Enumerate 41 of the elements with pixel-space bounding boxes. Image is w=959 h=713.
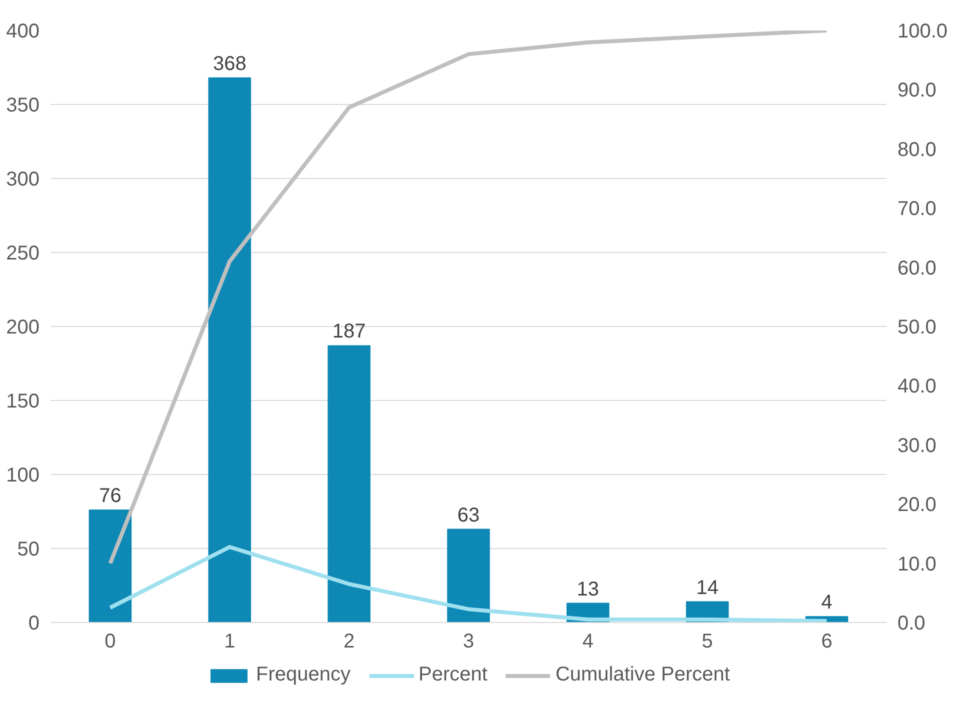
data-label: 76 [99, 485, 122, 508]
y-tick-label: 350 [6, 94, 40, 116]
legend-label: Frequency [256, 664, 351, 686]
x-tick-label: 3 [462, 630, 474, 652]
bar [328, 345, 370, 622]
y-tick-label: 0 [28, 612, 40, 634]
legend-label: Cumulative Percent [555, 664, 730, 686]
y2-tick-label: 80.0 [898, 138, 936, 161]
x-tick-label: 0 [104, 630, 116, 652]
bar [88, 510, 132, 622]
y-tick-label: 100 [6, 464, 40, 486]
x-tick-label: 2 [344, 630, 355, 652]
x-tick-label: 5 [702, 630, 713, 652]
y2-tick-label: 50.0 [898, 316, 936, 338]
data-label: 368 [212, 52, 246, 75]
y-tick-label: 150 [6, 390, 40, 412]
y2-tick-label: 0.0 [898, 612, 926, 634]
y2-tick-label: 30.0 [898, 434, 936, 457]
x-tick-label: 6 [821, 630, 832, 652]
x-tick-label: 4 [582, 630, 594, 652]
y-tick-label: 400 [6, 20, 40, 42]
y2-tick-label: 100.0 [898, 20, 948, 42]
bar [208, 77, 252, 622]
y2-tick-label: 20.0 [898, 494, 936, 516]
data-label: 187 [332, 320, 366, 343]
x-tick-label: 1 [224, 630, 236, 652]
y2-tick-label: 70.0 [898, 198, 936, 220]
y2-tick-label: 90.0 [898, 80, 936, 102]
data-label: 13 [576, 578, 600, 600]
y2-tick-label: 40.0 [898, 376, 936, 398]
data-label: 14 [696, 576, 718, 599]
y-tick-label: 250 [6, 242, 40, 264]
y-tick-label: 50 [17, 538, 40, 560]
legend-label: Percent [418, 664, 488, 686]
data-label: 63 [457, 504, 480, 526]
y-tick-label: 200 [6, 316, 40, 338]
y-tick-label: 300 [6, 168, 40, 190]
y2-tick-label: 10.0 [898, 553, 936, 576]
data-label: 4 [821, 592, 832, 614]
y2-tick-label: 60.0 [898, 257, 936, 280]
bar [447, 528, 490, 622]
